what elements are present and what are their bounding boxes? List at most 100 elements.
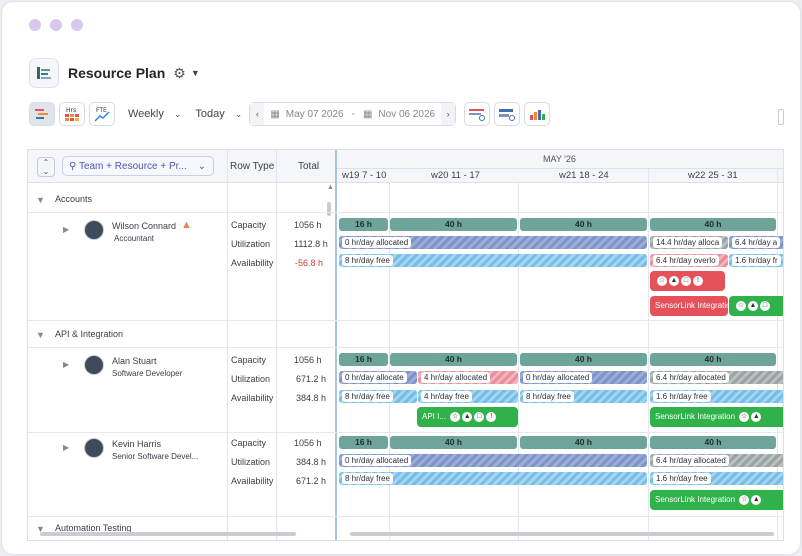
capacity-bar[interactable]: 16 h [339, 436, 388, 449]
calendar-icon[interactable]: ▦ [270, 108, 280, 120]
availability-bar[interactable]: 8 hr/day free [339, 390, 417, 403]
availability-bar[interactable]: 1.6 hr/day fr [729, 254, 783, 267]
star-icon[interactable]: ☆ [739, 494, 750, 505]
task-label: API I... [422, 412, 447, 421]
gear-icon[interactable]: ⚙ [173, 64, 186, 81]
capacity-bar[interactable]: 40 h [390, 353, 517, 366]
bar-label: 6.4 hr/day allocated [653, 372, 729, 383]
task-icons-bar[interactable]: ☆ ▲ □ [729, 296, 783, 316]
caret-down-icon[interactable]: ▼ [36, 195, 45, 205]
resource-name[interactable]: Alan Stuart [112, 356, 157, 366]
capacity-bar[interactable]: 40 h [520, 218, 647, 231]
horizontal-scrollbar[interactable] [350, 532, 774, 536]
star-icon[interactable]: ☆ [657, 275, 667, 286]
overload-bar[interactable]: 6.4 hr/day overlo [650, 254, 728, 267]
task-bar[interactable]: SensorLink Integration [650, 296, 728, 316]
col-header-total[interactable]: Total [298, 161, 320, 172]
warning-icon[interactable]: ▲ [462, 411, 473, 422]
resource-name[interactable]: Wilson Connard [112, 221, 177, 231]
window-dot[interactable] [50, 19, 62, 31]
expand-collapse-button[interactable]: ⌃ ⌄ [37, 157, 55, 177]
utilization-bar[interactable]: 14.4 hr/day alloca [650, 236, 728, 249]
availability-bar[interactable]: 8 hr/day free [520, 390, 647, 403]
kpi-report-button[interactable] [524, 102, 551, 126]
warning-icon[interactable]: ▲ [751, 411, 762, 422]
bar-label: 6.4 hr/day a [732, 237, 781, 248]
availability-bar[interactable]: 8 hr/day free [339, 472, 647, 485]
row-divider [28, 347, 783, 348]
task-bar[interactable]: API I... ☆ ▲ □! [417, 407, 518, 427]
row-type: Capacity [231, 220, 267, 230]
utilization-bar[interactable]: 0 hr/day allocated [520, 371, 647, 384]
capacity-bar[interactable]: 40 h [390, 436, 517, 449]
pane-splitter[interactable] [335, 150, 337, 540]
prev-period-button[interactable]: ‹ [250, 103, 265, 125]
caret-right-icon[interactable]: ▶ [63, 443, 70, 452]
warning-icon[interactable]: ▲ [751, 494, 762, 505]
col-header-row-type[interactable]: Row Type [230, 161, 275, 172]
info-icon[interactable]: ! [486, 411, 497, 422]
availability-bar[interactable]: 1.6 hr/day free [650, 390, 783, 403]
capacity-bar[interactable]: 40 h [520, 436, 647, 449]
star-icon[interactable]: ☆ [736, 300, 746, 311]
resource-settings-button[interactable] [464, 102, 491, 126]
capacity-bar[interactable]: 16 h [339, 353, 388, 366]
note-icon[interactable]: □ [681, 275, 691, 286]
caret-down-icon[interactable]: ▼ [36, 330, 45, 340]
project-settings-button[interactable] [494, 102, 521, 126]
info-icon[interactable]: ! [693, 275, 703, 286]
window-dot[interactable] [71, 19, 83, 31]
utilization-bar[interactable]: 0 hr/day allocate [339, 371, 417, 384]
caret-down-icon[interactable]: ▼ [36, 524, 45, 534]
group-by-select[interactable]: ⚲ Team + Resource + Pr... ⌄ [62, 156, 214, 176]
star-icon[interactable]: ☆ [450, 411, 461, 422]
avatar [84, 220, 104, 240]
utilization-bar[interactable]: 0 hr/day allocated [339, 236, 647, 249]
task-icons-bar[interactable]: ☆ ▲ □! [650, 271, 725, 291]
note-icon[interactable]: □ [474, 411, 485, 422]
date-to[interactable]: Nov 06 2026 [378, 108, 436, 120]
capacity-bar[interactable]: 16 h [339, 218, 388, 231]
capacity-bar[interactable]: 40 h [650, 218, 776, 231]
resource-name[interactable]: Kevin Harris [112, 439, 162, 449]
period-select[interactable]: Weekly ⌄ [121, 102, 188, 126]
warning-icon[interactable]: ▲ [669, 275, 679, 286]
utilization-bar[interactable]: 0 hr/day allocated [339, 454, 647, 467]
utilization-bar[interactable]: 6.4 hr/day allocated [650, 371, 783, 384]
capacity-bar[interactable]: 40 h [650, 436, 776, 449]
chevron-down-icon: ⌄ [234, 108, 243, 119]
capacity-bar[interactable]: 40 h [520, 353, 647, 366]
quick-date-select[interactable]: Today ⌄ [188, 102, 249, 126]
utilization-bar[interactable]: 6.4 hr/day allocated [650, 454, 783, 467]
note-icon[interactable]: □ [760, 300, 770, 311]
utilization-bar[interactable]: 6.4 hr/day a [729, 236, 783, 249]
horizontal-scrollbar[interactable] [40, 532, 296, 536]
vertical-scrollbar[interactable] [327, 202, 331, 216]
utilization-bar[interactable]: 4 hr/day allocated [418, 371, 518, 384]
divider [276, 150, 277, 540]
task-bar[interactable]: SensorLink Integration ☆ ▲ [650, 490, 783, 510]
capacity-bar[interactable]: 40 h [650, 353, 776, 366]
availability-bar[interactable]: 1.6 hr/day free [650, 472, 783, 485]
capacity-bar[interactable]: 40 h [390, 218, 517, 231]
star-icon[interactable]: ☆ [739, 411, 750, 422]
chevron-down-icon[interactable]: ▼ [190, 68, 200, 78]
window-dot[interactable] [29, 19, 41, 31]
availability-bar[interactable]: 4 hr/day free [418, 390, 518, 403]
task-bar[interactable]: SensorLink Integration ☆ ▲ [650, 407, 783, 427]
group-by-icon: ⚲ [69, 161, 77, 172]
warning-icon[interactable]: ▲ [181, 219, 192, 231]
scroll-up-icon[interactable]: ▲ [327, 184, 334, 191]
caret-right-icon[interactable]: ▶ [63, 225, 70, 234]
overflow-handle[interactable] [778, 109, 784, 125]
calendar-icon[interactable]: ▦ [362, 108, 373, 120]
gantt-view-button[interactable] [29, 102, 55, 126]
caret-right-icon[interactable]: ▶ [63, 360, 70, 369]
warning-icon[interactable]: ▲ [748, 300, 758, 311]
next-period-button[interactable]: › [441, 103, 456, 125]
bar-label: 0 hr/day allocated [342, 455, 412, 466]
date-from[interactable]: May 07 2026 [285, 108, 344, 120]
availability-bar[interactable]: 8 hr/day free [339, 254, 647, 267]
hours-heatmap-button[interactable]: Hrs [59, 102, 85, 126]
fte-chart-button[interactable]: FTE [89, 102, 115, 126]
